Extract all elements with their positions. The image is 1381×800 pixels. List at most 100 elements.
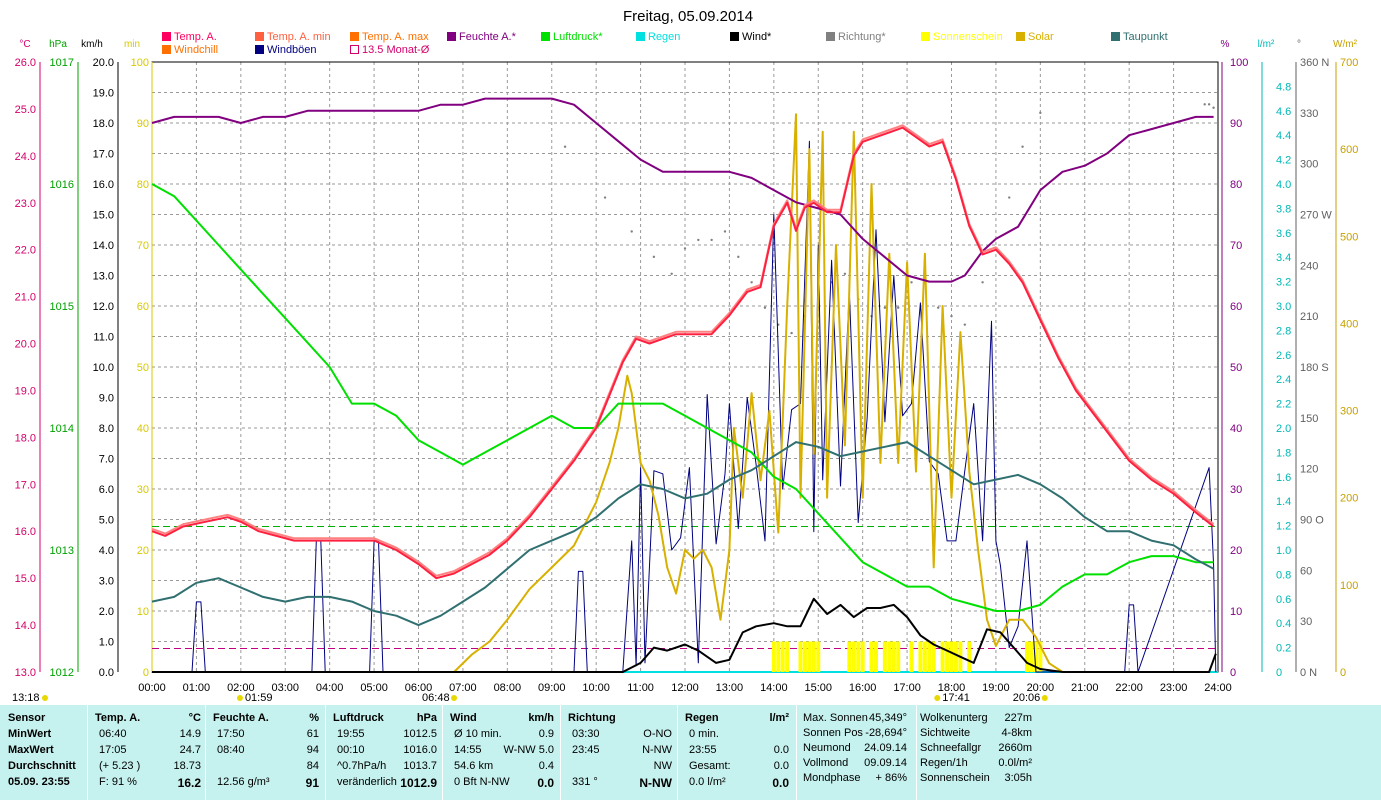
tick-label-rain: 1.2 [1276,521,1291,533]
tick-label-wind: 2.0 [99,606,114,618]
axis-unit-rain: l/m² [1258,39,1275,50]
panel-text: Max. Sonnen [803,712,868,724]
x-tick-label: 21:00 [1071,682,1099,694]
tick-label-rain: 2.0 [1276,423,1291,435]
tick-label-solar: 0 [1340,667,1346,679]
x-tick-label: 03:00 [271,682,299,694]
sunshine-bar [927,641,932,672]
series-windchill [151,124,1215,577]
panel-text: 23:45 [572,744,600,756]
series-line [151,183,1214,612]
panel-text: 54.6 km [454,760,494,772]
panel-text: 91 [305,776,319,790]
panel-text: Neumond [803,742,851,754]
tick-label-wind: 0.0 [99,667,114,679]
tick-label-wind: 11.0 [93,332,114,344]
x-tick-label: 24:00 [1204,682,1232,694]
tick-label-wind: 12.0 [93,301,114,313]
tick-label-sun_min: 70 [137,240,149,252]
tick-label-rain: 1.8 [1276,447,1291,459]
sunshine-bar [1038,641,1043,672]
event-label: 06:48 [422,692,450,704]
direction-point [843,272,847,276]
tick-label-wind: 18.0 [93,118,114,130]
tick-label-temp: 15.0 [15,573,36,585]
sunshine-bar [967,641,972,672]
tick-label-wind: 16.0 [93,179,114,191]
sunshine-bar [873,641,878,672]
panel-text: 17:50 [217,728,245,740]
legend-label: Temp. A. min [267,31,331,43]
sunshine-bar [847,641,852,672]
panel-text: Regen [685,712,719,724]
tick-label-wind: 6.0 [99,484,114,496]
direction-point [1203,103,1206,106]
panel-text: Luftdruck [333,712,384,724]
direction-point [697,238,700,242]
sunshine-bar [918,641,923,672]
x-tick-label: 22:00 [1115,682,1143,694]
legend-label: Feuchte A.* [459,31,516,43]
sunshine-bar [851,641,856,672]
panel-text: 45,349° [868,712,907,724]
tick-label-sun_min: 80 [137,179,149,191]
tick-label-wind: 17.0 [93,149,114,161]
event-label: 01:59 [245,692,273,704]
sunshine-bar [1029,641,1034,672]
panel-text: l/m² [769,712,789,724]
panel-text: 0.0 l/m² [689,776,726,788]
sunshine-bar [860,641,865,672]
tick-label-rain: 0.8 [1276,569,1291,581]
legend-label: Wind* [742,31,772,43]
legend-swatch [162,32,171,41]
panel-text: 12.56 g/m³ [217,776,270,788]
x-tick-label: 12:00 [671,682,699,694]
sunshine-bar [1033,641,1038,672]
tick-label-sun_min: 30 [137,484,149,496]
tick-label-sun_min: 60 [137,301,149,313]
tick-label-temp: 21.0 [15,292,36,304]
tick-label-rain: 3.0 [1276,301,1291,313]
legend-label: Windchill [174,44,219,56]
moon-set-icon [236,695,243,701]
legend-label: Solar [1028,31,1054,43]
legend-item: Sonnenschein [921,31,1003,43]
tick-label-direction: 270 W [1300,210,1332,222]
legend-item: Temp. A. max [350,31,429,43]
series-line [151,124,1215,577]
tick-label-direction: 30 [1300,616,1312,628]
tick-label-temp: 19.0 [15,385,36,397]
tick-label-sun_min: 90 [137,118,149,130]
tick-label-wind: 10.0 [93,362,114,374]
legend-swatch [826,32,835,41]
tick-label-sun_min: 100 [131,57,149,69]
legend-swatch [255,32,264,41]
tick-label-direction: 0 N [1300,667,1317,679]
legend-label: Regen [648,31,681,43]
tick-label-rain: 1.6 [1276,472,1291,484]
panel-text: 331 ° [572,776,598,788]
tick-label-rain: 1.0 [1276,545,1291,557]
tick-label-rain: 0.2 [1276,643,1291,655]
legend-label: 13.5 Monat-Ø [362,44,430,56]
direction-point [897,306,900,309]
x-tick-label: 18:00 [938,682,966,694]
sunshine-bar [940,641,945,672]
start-time-label: 13:18 [12,692,40,704]
panel-text: 14:55 [454,744,482,756]
legend-item: Wind* [730,31,771,43]
tick-label-rain: 4.4 [1276,130,1291,142]
panel-text: NW [653,760,672,772]
panel-text: Regen/1h [920,757,968,769]
tick-label-rain: 3.6 [1276,228,1291,240]
panel-text: 94 [306,744,319,756]
series-tempa [151,126,1215,580]
tick-label-direction: 240 [1300,260,1318,272]
series-line [151,97,1214,283]
tick-label-rain: 1.4 [1276,496,1291,508]
tick-label-solar: 300 [1340,406,1358,418]
tick-label-temp: 13.0 [15,667,36,679]
legend-label: Temp. A. [174,31,217,43]
panel-separator [87,705,88,800]
panel-text: 1013.7 [403,760,437,772]
